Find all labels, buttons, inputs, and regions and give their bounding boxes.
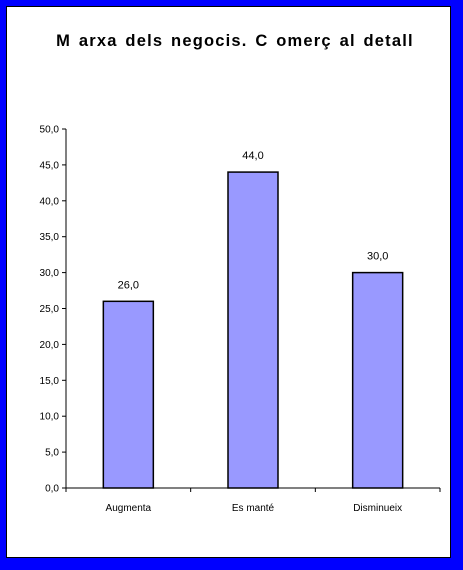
y-tick-label: 5,0 <box>45 448 59 459</box>
chart-title: M arxa dels negocis. C omerç al detall <box>56 32 414 50</box>
y-tick-label: 45,0 <box>40 160 60 171</box>
bar <box>351 271 404 489</box>
category-label: Es manté <box>232 503 275 514</box>
y-tick-label: 30,0 <box>40 268 60 279</box>
y-tick-label: 10,0 <box>40 412 60 423</box>
data-label: 44,0 <box>242 150 263 162</box>
y-tick-label: 15,0 <box>40 376 60 387</box>
data-label: 26,0 <box>118 279 139 291</box>
y-tick-label: 35,0 <box>40 232 60 243</box>
bar <box>227 171 279 489</box>
data-label: 30,0 <box>367 251 388 263</box>
y-tick-label: 0,0 <box>45 484 59 495</box>
y-tick-label: 50,0 <box>40 125 60 136</box>
y-tick-label: 20,0 <box>40 340 60 351</box>
y-tick-label: 25,0 <box>40 304 60 315</box>
category-label: Disminueix <box>353 503 402 514</box>
category-label: Augmenta <box>106 503 152 514</box>
bar <box>102 300 155 489</box>
y-tick-label: 40,0 <box>40 196 60 207</box>
